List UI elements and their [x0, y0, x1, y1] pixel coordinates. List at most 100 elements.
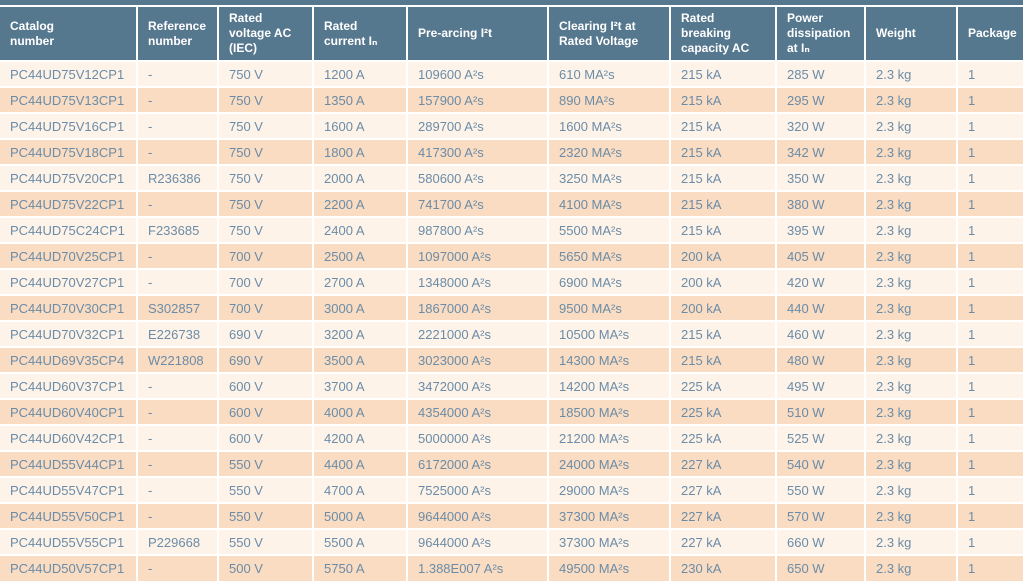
cell-pre-arcing-i2t: 3472000 A²s [407, 373, 549, 400]
cell-catalog-number: PC44UD75C24CP1 [0, 217, 138, 244]
table-row: PC44UD55V55CP1 P229668 550 V 5500 A 9644000 … [0, 529, 1023, 556]
cell-clearing-i2t-rated-voltage: 14300 MA²s [548, 347, 671, 374]
column-header-pre-arcing-i2t: Pre-arcing I²t [407, 7, 549, 62]
cell-rated-breaking-capacity-ac: 215 kA [670, 347, 777, 374]
cell-clearing-i2t-rated-voltage: 14200 MA²s [548, 373, 671, 400]
cell-catalog-number: PC44UD75V18CP1 [0, 139, 138, 166]
column-header-weight: Weight [865, 7, 958, 62]
cell-clearing-i2t-rated-voltage: 4100 MA²s [548, 191, 671, 218]
table-top-accent-bar [0, 0, 1023, 5]
cell-weight: 2.3 kg [865, 217, 958, 244]
cell-rated-current-in: 4400 A [313, 451, 408, 478]
cell-rated-current-in: 2500 A [313, 243, 408, 270]
cell-rated-voltage-ac-iec: 750 V [218, 165, 314, 192]
cell-reference-number: - [137, 243, 219, 270]
column-header-label: Rated current Iₙ [324, 18, 378, 48]
cell-reference-number: W221808 [137, 347, 219, 374]
cell-clearing-i2t-rated-voltage: 5650 MA²s [548, 243, 671, 270]
fuse-specifications-table: Catalog number Reference number Rated volt… [0, 7, 1023, 581]
cell-package: 1 [957, 113, 1023, 140]
cell-power-dissipation-at-in: 525 W [776, 425, 866, 452]
cell-weight: 2.3 kg [865, 269, 958, 296]
cell-weight: 2.3 kg [865, 347, 958, 374]
column-header-label: Weight [876, 26, 916, 40]
cell-rated-current-in: 3200 A [313, 321, 408, 348]
cell-clearing-i2t-rated-voltage: 24000 MA²s [548, 451, 671, 478]
cell-rated-current-in: 5000 A [313, 503, 408, 530]
cell-package: 1 [957, 477, 1023, 504]
cell-power-dissipation-at-in: 440 W [776, 295, 866, 322]
cell-rated-voltage-ac-iec: 750 V [218, 61, 314, 88]
cell-reference-number: F233685 [137, 217, 219, 244]
cell-rated-voltage-ac-iec: 550 V [218, 451, 314, 478]
cell-package: 1 [957, 451, 1023, 478]
cell-weight: 2.3 kg [865, 295, 958, 322]
column-header-rated-voltage-ac-iec: Rated voltage AC (IEC) [218, 7, 314, 62]
cell-catalog-number: PC44UD75V22CP1 [0, 191, 138, 218]
table-row: PC44UD60V40CP1-600 V 4000 A 4354000 A²s 185… [0, 399, 1023, 426]
cell-rated-current-in: 2700 A [313, 269, 408, 296]
cell-rated-breaking-capacity-ac: 215 kA [670, 165, 777, 192]
cell-rated-voltage-ac-iec: 750 V [218, 139, 314, 166]
cell-clearing-i2t-rated-voltage: 49500 MA²s [548, 555, 671, 581]
cell-rated-current-in: 4700 A [313, 477, 408, 504]
table-header: Catalog number Reference number Rated volt… [0, 7, 1023, 62]
cell-rated-voltage-ac-iec: 750 V [218, 217, 314, 244]
column-header-label: Clearing I²t at Rated Voltage [559, 18, 639, 48]
cell-pre-arcing-i2t: 9644000 A²s [407, 503, 549, 530]
cell-rated-voltage-ac-iec: 600 V [218, 399, 314, 426]
cell-package: 1 [957, 269, 1023, 296]
cell-clearing-i2t-rated-voltage: 3250 MA²s [548, 165, 671, 192]
cell-power-dissipation-at-in: 420 W [776, 269, 866, 296]
table-row: PC44UD70V27CP1-700 V 2700 A 1348000 A²s 690… [0, 269, 1023, 296]
cell-catalog-number: PC44UD70V27CP1 [0, 269, 138, 296]
cell-rated-breaking-capacity-ac: 227 kA [670, 477, 777, 504]
cell-weight: 2.3 kg [865, 61, 958, 88]
column-header-label: Package [968, 26, 1017, 40]
cell-clearing-i2t-rated-voltage: 29000 MA²s [548, 477, 671, 504]
cell-power-dissipation-at-in: 570 W [776, 503, 866, 530]
table-row: PC44UD75V12CP1-750 V 1200 A 109600 A²s 610 … [0, 61, 1023, 88]
cell-rated-breaking-capacity-ac: 225 kA [670, 373, 777, 400]
table-row: PC44UD75V13CP1-750 V 1350 A 157900 A²s 890 … [0, 87, 1023, 114]
cell-pre-arcing-i2t: 289700 A²s [407, 113, 549, 140]
cell-reference-number: - [137, 269, 219, 296]
cell-power-dissipation-at-in: 510 W [776, 399, 866, 426]
cell-reference-number: - [137, 113, 219, 140]
cell-rated-voltage-ac-iec: 550 V [218, 503, 314, 530]
cell-power-dissipation-at-in: 350 W [776, 165, 866, 192]
cell-pre-arcing-i2t: 7525000 A²s [407, 477, 549, 504]
cell-package: 1 [957, 503, 1023, 530]
cell-package: 1 [957, 399, 1023, 426]
cell-pre-arcing-i2t: 4354000 A²s [407, 399, 549, 426]
cell-power-dissipation-at-in: 650 W [776, 555, 866, 581]
cell-weight: 2.3 kg [865, 425, 958, 452]
cell-catalog-number: PC44UD70V30CP1 [0, 295, 138, 322]
cell-reference-number: - [137, 139, 219, 166]
cell-rated-voltage-ac-iec: 550 V [218, 477, 314, 504]
cell-reference-number: - [137, 555, 219, 581]
cell-package: 1 [957, 139, 1023, 166]
cell-catalog-number: PC44UD69V35CP4 [0, 347, 138, 374]
cell-reference-number: - [137, 425, 219, 452]
cell-rated-current-in: 5750 A [313, 555, 408, 581]
cell-pre-arcing-i2t: 1097000 A²s [407, 243, 549, 270]
cell-weight: 2.3 kg [865, 503, 958, 530]
cell-rated-current-in: 1200 A [313, 61, 408, 88]
cell-rated-voltage-ac-iec: 700 V [218, 269, 314, 296]
cell-weight: 2.3 kg [865, 243, 958, 270]
cell-catalog-number: PC44UD75V13CP1 [0, 87, 138, 114]
cell-pre-arcing-i2t: 2221000 A²s [407, 321, 549, 348]
cell-power-dissipation-at-in: 660 W [776, 529, 866, 556]
column-header-label: Pre-arcing I²t [418, 26, 493, 40]
cell-power-dissipation-at-in: 285 W [776, 61, 866, 88]
table-row: PC44UD60V37CP1-600 V 3700 A 3472000 A²s 142… [0, 373, 1023, 400]
table-row: PC44UD70V32CP1 E226738 690 V 3200 A 2221000 … [0, 321, 1023, 348]
cell-package: 1 [957, 555, 1023, 581]
column-header-label: Rated breaking capacity AC [681, 11, 750, 55]
table-row: PC44UD75C24CP1 F233685 750 V 2400 A 987800 A… [0, 217, 1023, 244]
table-row: PC44UD50V57CP1-500 V 5750 A 1.388E007 A²s 4… [0, 555, 1023, 581]
cell-pre-arcing-i2t: 1.388E007 A²s [407, 555, 549, 581]
cell-rated-current-in: 1800 A [313, 139, 408, 166]
